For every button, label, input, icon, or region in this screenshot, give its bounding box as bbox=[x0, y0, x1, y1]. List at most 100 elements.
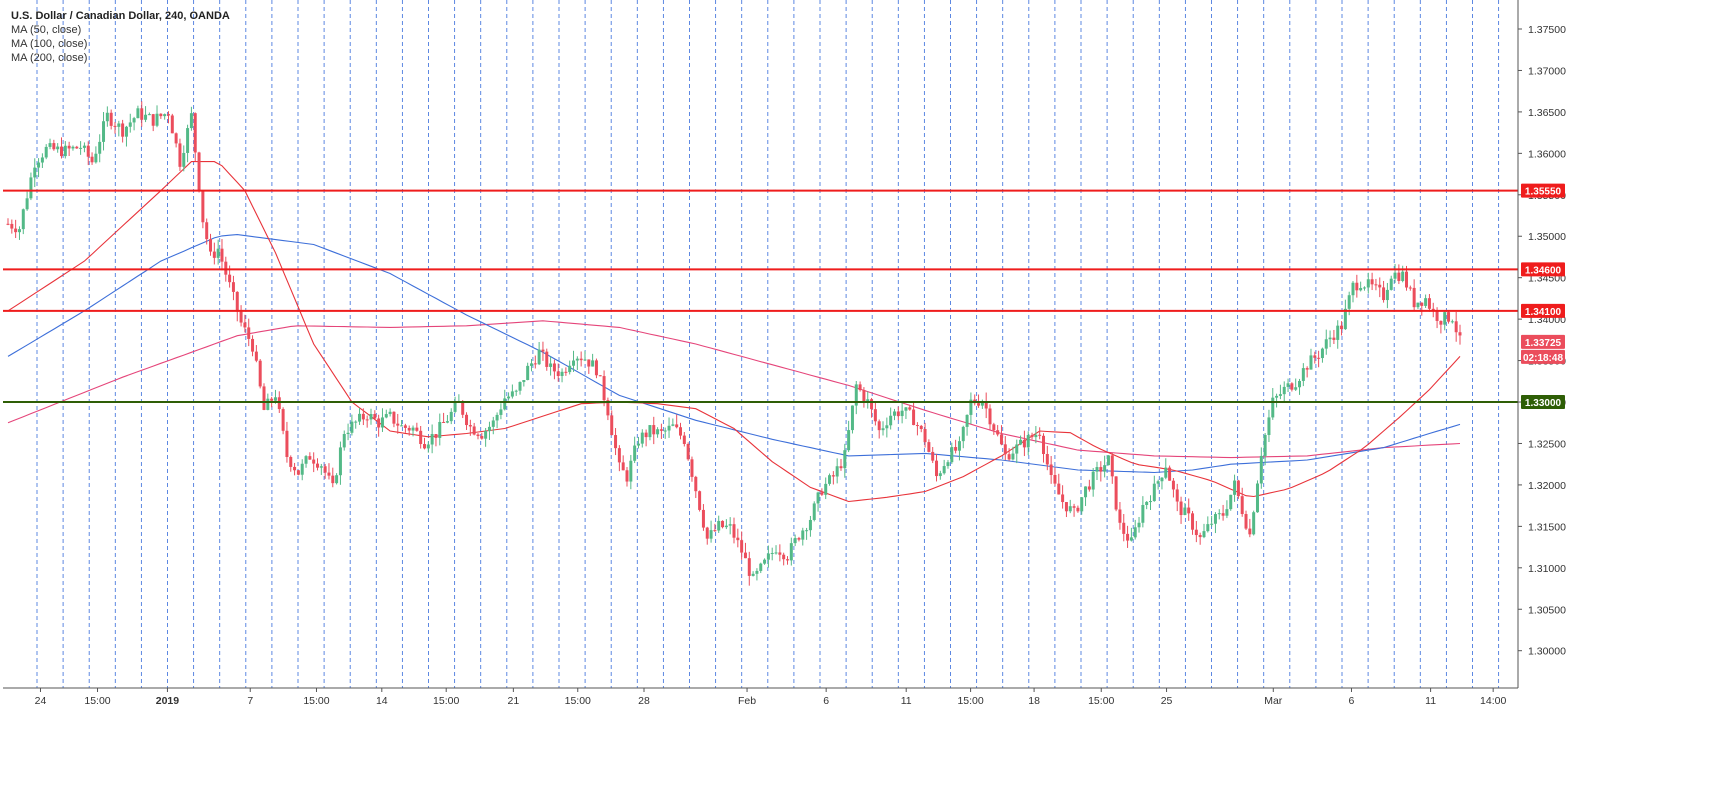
candle-down bbox=[743, 552, 747, 559]
candle-down bbox=[476, 434, 480, 437]
candle-down bbox=[1240, 496, 1244, 515]
candle-up bbox=[1282, 386, 1286, 395]
candle-up bbox=[163, 114, 167, 117]
time-tick-label: 15:00 bbox=[957, 695, 983, 707]
candle-up bbox=[216, 248, 220, 258]
candle-down bbox=[1057, 483, 1061, 495]
time-tick-label: 25 bbox=[1161, 695, 1173, 707]
candle-up bbox=[128, 122, 132, 127]
candle-down bbox=[312, 459, 316, 464]
candle-down bbox=[1179, 501, 1183, 516]
candle-down bbox=[86, 145, 90, 157]
candle-down bbox=[1355, 282, 1359, 291]
candle-up bbox=[98, 141, 102, 154]
candle-up bbox=[1164, 467, 1168, 478]
candle-down bbox=[140, 108, 144, 120]
candle-down bbox=[686, 443, 690, 460]
candle-up bbox=[774, 552, 778, 554]
candle-up bbox=[453, 402, 457, 412]
candle-down bbox=[1374, 284, 1378, 286]
candle-down bbox=[468, 425, 472, 427]
candle-up bbox=[1389, 278, 1393, 290]
candle-down bbox=[533, 363, 537, 365]
candle-down bbox=[1340, 325, 1344, 330]
price-tick-label: 1.31500 bbox=[1528, 521, 1566, 533]
candle-down bbox=[231, 282, 235, 292]
candle-down bbox=[442, 421, 446, 423]
candle-up bbox=[847, 430, 851, 451]
candle-down bbox=[598, 375, 602, 377]
candle-down bbox=[254, 351, 258, 361]
time-tick-label: 24 bbox=[35, 695, 47, 707]
candle-up bbox=[1148, 501, 1152, 503]
time-axis[interactable]: 24 15:00 2019 7 15:00 14 15:00 21 15:00 28 Feb 6 11 1… bbox=[3, 687, 1518, 707]
candle-down bbox=[178, 143, 182, 167]
candle-down bbox=[927, 442, 931, 452]
candle-down bbox=[992, 424, 996, 431]
candle-down bbox=[923, 429, 927, 443]
candle-up bbox=[1133, 527, 1137, 538]
candle-down bbox=[621, 462, 625, 471]
candle-down bbox=[564, 371, 568, 373]
candle-down bbox=[1061, 494, 1065, 503]
candle-up bbox=[79, 147, 83, 149]
candle-down bbox=[644, 432, 648, 438]
candle-down bbox=[1003, 444, 1007, 455]
candle-up bbox=[828, 475, 832, 484]
candle-up bbox=[572, 360, 576, 366]
candle-down bbox=[682, 435, 686, 444]
horizontal-levels[interactable] bbox=[3, 189, 1518, 404]
candle-up bbox=[124, 126, 128, 137]
candle-down bbox=[415, 427, 419, 431]
candle-up bbox=[510, 391, 514, 397]
candle-down bbox=[224, 261, 228, 275]
candle-down bbox=[1405, 271, 1409, 288]
candle-down bbox=[396, 423, 400, 426]
time-tick-label: 18 bbox=[1028, 695, 1040, 707]
candle-up bbox=[63, 145, 67, 157]
candle-up bbox=[961, 426, 965, 442]
candle-up bbox=[438, 421, 442, 438]
candle-up bbox=[1019, 439, 1023, 445]
candle-down bbox=[434, 434, 438, 438]
candle-up bbox=[71, 146, 75, 149]
candle-up bbox=[369, 413, 373, 420]
candle-up bbox=[37, 162, 41, 168]
candle-down bbox=[545, 351, 549, 367]
candle-down bbox=[373, 413, 377, 419]
candle-up bbox=[850, 405, 854, 431]
candle-down bbox=[541, 349, 545, 352]
candle-down bbox=[1454, 321, 1458, 333]
candle-up bbox=[1068, 506, 1072, 512]
candle-up bbox=[1336, 325, 1340, 340]
candle-down bbox=[747, 558, 751, 576]
time-tick-label: 2019 bbox=[156, 695, 180, 707]
candle-up bbox=[763, 559, 767, 564]
candle-down bbox=[1194, 529, 1198, 536]
candle-down bbox=[782, 554, 786, 560]
candle-down bbox=[14, 228, 18, 233]
candle-up bbox=[667, 425, 671, 431]
candle-up bbox=[1416, 302, 1420, 308]
candle-down bbox=[858, 384, 862, 391]
candle-down bbox=[602, 376, 606, 401]
candle-down bbox=[732, 524, 736, 538]
countdown-tag-label: 02:18:48 bbox=[1523, 353, 1563, 364]
candle-up bbox=[728, 524, 732, 526]
candle-down bbox=[1171, 480, 1175, 490]
candle-up bbox=[938, 473, 942, 477]
countdown-tag-box bbox=[1521, 349, 1565, 364]
candle-down bbox=[365, 419, 369, 421]
candle-up bbox=[1084, 486, 1088, 498]
price-axis[interactable]: 1.375001.370001.365001.360001.355001.350… bbox=[1517, 0, 1566, 688]
level-tag-box bbox=[1521, 262, 1565, 277]
candle-down bbox=[281, 409, 285, 431]
candle-up bbox=[1271, 397, 1275, 418]
candle-down bbox=[1126, 533, 1130, 541]
candle-down bbox=[1431, 308, 1435, 311]
candle-down bbox=[121, 123, 125, 137]
candle-down bbox=[1317, 357, 1321, 359]
candle-up bbox=[56, 146, 60, 150]
